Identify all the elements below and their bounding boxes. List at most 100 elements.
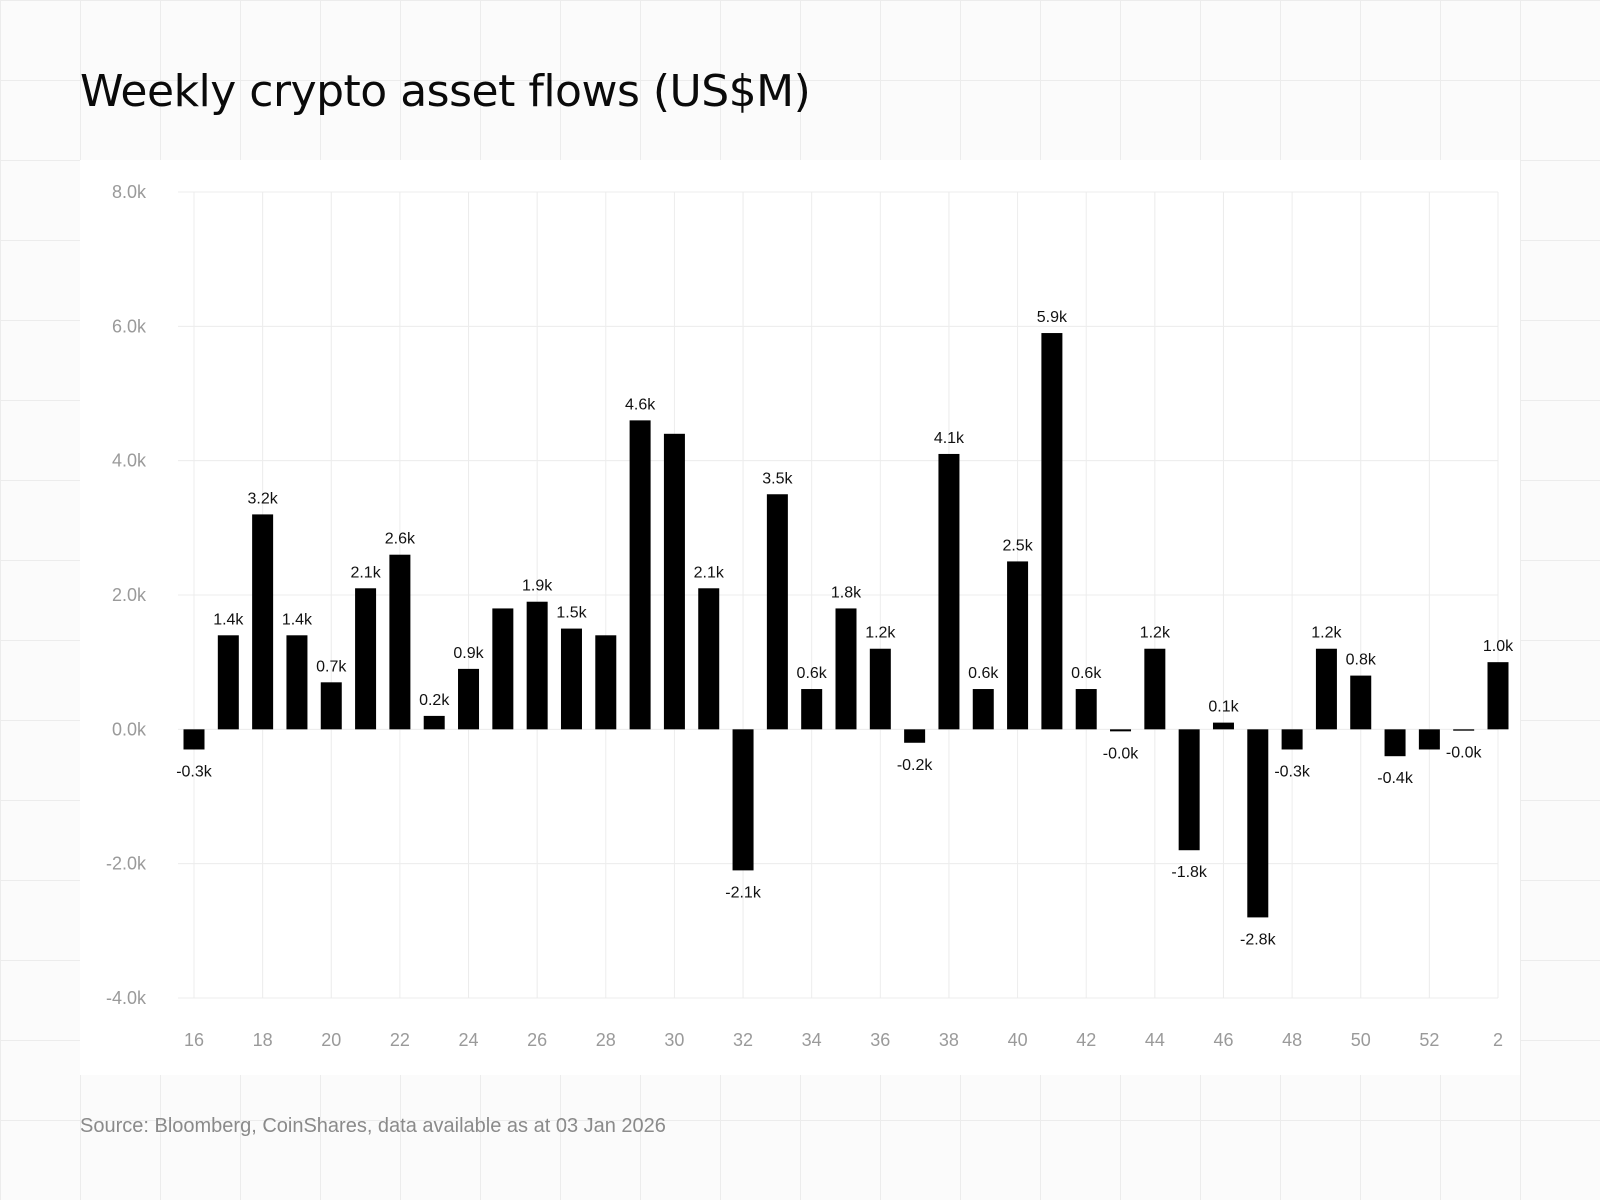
bar-20 [320,682,342,730]
x-tick-label: 40 [1008,1030,1028,1050]
y-tick-label: 2.0k [112,585,147,605]
x-tick-label: 28 [596,1030,616,1050]
bar-29 [629,420,651,730]
bar-35 [835,608,857,730]
data-label-17: 1.4k [213,611,244,628]
data-label-49: 1.2k [1311,625,1342,642]
bar-30 [663,433,685,730]
x-tick-label: 50 [1351,1030,1371,1050]
bar-25 [492,608,514,730]
x-tick-label: 32 [733,1030,753,1050]
x-tick-label: 42 [1076,1030,1096,1050]
chart-panel: 8.0k 6.0k 4.0k 2.0k 0.0k -2.0k -4.0k 16 18 20 22 2… [80,160,1520,1075]
data-label-35: 1.8k [831,584,862,601]
data-label-24: 0.9k [453,645,484,662]
bar-24 [458,668,480,730]
x-axis-ticks: 16 18 20 22 24 26 28 30 32 34 36 38 40 42 44 46 48 50 52 2 [184,1030,1503,1050]
data-label-22: 2.6k [385,531,416,548]
y-tick-label: -2.0k [106,854,147,874]
data-label-37: -0.2k [897,757,934,774]
bar-45 [1178,729,1200,851]
data-label-20: 0.7k [316,658,347,675]
data-label-1: -0.0k [1446,745,1483,762]
data-label-50: 0.8k [1346,652,1377,669]
bar-28 [595,635,617,730]
y-tick-label: -4.0k [106,988,147,1008]
bar-26 [526,601,548,730]
y-tick-label: 8.0k [112,182,147,202]
bar-16 [183,729,205,750]
bar-40 [1007,561,1029,730]
bar-43 [1110,729,1132,732]
bar-19 [286,635,308,730]
bar-2 [1487,662,1509,730]
x-tick-label: 2 [1493,1030,1503,1050]
bar-49 [1315,648,1337,730]
data-label-46: 0.1k [1208,699,1239,716]
bar-32 [732,729,754,871]
x-tick-label: 38 [939,1030,959,1050]
bar-21 [355,588,377,730]
bar-47 [1247,729,1269,918]
data-label-51: -0.4k [1377,770,1414,787]
x-tick-label: 44 [1145,1030,1165,1050]
data-label-44: 1.2k [1140,625,1171,642]
data-label-21: 2.1k [350,564,381,581]
bar-33 [766,494,788,730]
chart-title: Weekly crypto asset flows (US$M) [80,66,811,117]
data-label-16: -0.3k [176,763,213,780]
x-tick-label: 34 [802,1030,822,1050]
bar-51 [1384,729,1406,757]
x-tick-label: 46 [1213,1030,1233,1050]
bar-1 [1453,729,1475,731]
bar-22 [389,554,411,730]
data-label-18: 3.2k [248,490,279,507]
x-tick-label: 24 [459,1030,479,1050]
bar-50 [1350,675,1372,730]
y-tick-label: 6.0k [112,316,147,336]
x-tick-label: 30 [664,1030,684,1050]
bar-37 [904,729,926,743]
data-label-39: 0.6k [968,665,999,682]
data-label-33: 3.5k [762,470,793,487]
bar-48 [1281,729,1303,750]
bar-18 [252,514,274,730]
y-tick-label: 4.0k [112,451,147,471]
bar-34 [801,689,823,730]
bar-23 [423,715,445,730]
bar-chart: 8.0k6.0k4.0k2.0k0.0k-2.0k-4.0k 16 18 20 22 2… [106,182,1514,1050]
bar-31 [698,588,720,730]
bar-36 [869,648,891,730]
bar-44 [1144,648,1166,730]
data-label-42: 0.6k [1071,665,1102,682]
data-label-29: 4.6k [625,396,656,413]
data-label-43: -0.0k [1103,745,1140,762]
data-label-41: 5.9k [1037,309,1068,326]
x-tick-label: 16 [184,1030,204,1050]
data-label-23: 0.2k [419,692,450,709]
bar-39 [972,689,994,730]
x-tick-label: 52 [1419,1030,1439,1050]
bar-27 [560,628,582,730]
data-label-36: 1.2k [865,625,896,642]
bar-38 [938,453,960,730]
data-label-38: 4.1k [934,430,965,447]
data-label-40: 2.5k [1002,537,1033,554]
x-tick-label: 36 [870,1030,890,1050]
bar-layer [183,333,1509,918]
data-label-26: 1.9k [522,578,553,595]
x-tick-label: 20 [321,1030,341,1050]
grid-layer [178,191,1499,999]
bar-41 [1041,333,1063,730]
y-tick-label: 0.0k [112,719,147,739]
data-label-31: 2.1k [694,564,725,581]
data-label-32: -2.1k [725,884,762,901]
bar-52 [1418,729,1440,750]
x-tick-label: 18 [253,1030,273,1050]
data-label-45: -1.8k [1171,864,1208,881]
bar-17 [217,635,239,730]
bar-46 [1212,722,1234,730]
data-label-2: 1.0k [1483,638,1514,655]
data-label-19: 1.4k [282,611,313,628]
